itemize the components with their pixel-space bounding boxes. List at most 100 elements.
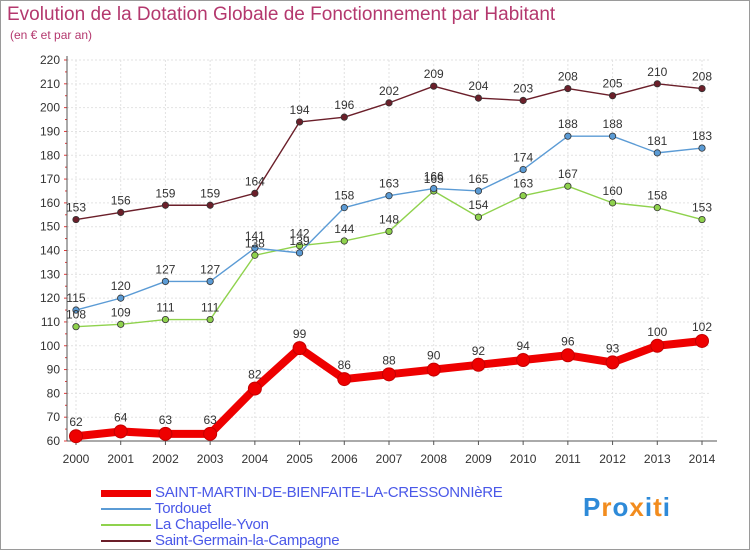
data-label: 183 — [692, 129, 712, 143]
data-label: 115 — [66, 291, 85, 305]
data-label: 160 — [603, 184, 623, 198]
data-label: 163 — [379, 177, 399, 191]
y-tick-label: 210 — [40, 77, 60, 91]
data-label: 209 — [424, 67, 444, 81]
x-tick-label: 2009 — [465, 452, 492, 466]
data-label: 208 — [692, 70, 712, 84]
data-label: 188 — [558, 117, 578, 131]
series-layer — [69, 80, 709, 444]
data-label: 166 — [424, 170, 444, 184]
y-tick-label: 60 — [47, 434, 61, 448]
data-point — [430, 82, 438, 90]
legend-label: Tordouet — [155, 500, 211, 517]
data-label: 141 — [245, 229, 265, 243]
logo-letter: t — [653, 492, 663, 522]
data-point — [564, 84, 572, 93]
data-label: 163 — [513, 177, 533, 191]
data-point — [382, 367, 396, 382]
data-point — [251, 189, 259, 197]
data-point — [653, 204, 661, 212]
data-label: 127 — [200, 262, 220, 276]
data-point — [519, 96, 527, 105]
y-tick-label: 220 — [40, 53, 60, 67]
data-point — [340, 237, 348, 245]
data-point — [161, 201, 170, 209]
y-tick-label: 150 — [40, 220, 60, 234]
y-tick-label: 130 — [40, 267, 60, 281]
logo-letter: r — [601, 492, 613, 522]
data-point — [471, 357, 486, 372]
y-tick-label: 200 — [40, 101, 60, 115]
data-label: 63 — [203, 413, 217, 427]
data-point — [72, 215, 80, 224]
data-label: 144 — [334, 222, 354, 236]
data-point — [72, 306, 80, 314]
y-tick-label: 190 — [40, 124, 60, 138]
data-label: 127 — [155, 262, 175, 276]
x-tick-label: 2003 — [197, 452, 224, 466]
data-label: 156 — [111, 193, 131, 207]
data-point — [608, 199, 617, 207]
data-point — [695, 333, 709, 348]
data-point — [161, 315, 170, 324]
data-label: 164 — [245, 174, 265, 188]
data-point — [251, 251, 259, 259]
data-label: 148 — [379, 212, 399, 226]
data-point — [519, 192, 527, 200]
x-tick-label: 2013 — [644, 452, 671, 466]
data-label: 202 — [379, 84, 399, 98]
data-point — [698, 144, 706, 152]
data-point — [206, 315, 214, 324]
legend-label: Saint-Germain-la-Campagne — [155, 532, 340, 549]
data-point — [474, 94, 483, 102]
data-point — [117, 320, 125, 328]
y-tick-label: 170 — [40, 172, 60, 186]
data-label: 92 — [472, 344, 486, 358]
y-tick-label: 80 — [47, 386, 61, 400]
y-tick-label: 90 — [47, 363, 61, 377]
data-point — [337, 372, 352, 387]
data-point — [295, 249, 304, 257]
data-label: 88 — [382, 353, 396, 367]
data-label: 208 — [558, 70, 578, 84]
data-label: 102 — [692, 320, 712, 334]
data-label: 142 — [290, 227, 310, 241]
data-point — [295, 242, 304, 250]
data-label: 167 — [558, 167, 578, 181]
data-label: 99 — [293, 327, 307, 341]
chart-title: Evolution de la Dotation Globale de Fonc… — [7, 4, 556, 25]
data-point — [426, 362, 441, 377]
data-point — [474, 213, 483, 221]
data-point — [519, 165, 527, 174]
data-labels: 153 156 159 159 164 194 196 202 209 204 203 208 205 2… — [66, 65, 712, 429]
data-point — [295, 118, 304, 126]
data-label: 120 — [111, 279, 131, 293]
data-point — [698, 215, 706, 224]
data-point — [206, 277, 214, 286]
data-point — [474, 187, 483, 195]
data-label: 111 — [156, 301, 175, 315]
data-label: 194 — [290, 103, 310, 117]
proxiti-logo: Proxiti — [583, 492, 671, 523]
data-label: 86 — [338, 358, 352, 372]
data-label: 165 — [468, 172, 488, 186]
data-point — [650, 338, 665, 353]
data-label: 196 — [334, 98, 354, 112]
y-tick-label: 120 — [40, 291, 60, 305]
legend-label: La Chapelle-Yvon — [155, 516, 269, 533]
x-tick-label: 2006 — [331, 452, 358, 466]
data-point — [69, 429, 83, 444]
x-tick-label: 2004 — [242, 452, 269, 466]
x-tick-label: 2010 — [510, 452, 537, 466]
x-tick-label: 2001 — [107, 452, 134, 466]
data-point — [113, 424, 128, 439]
data-label: 109 — [111, 305, 131, 319]
data-point — [564, 182, 572, 190]
data-label: 64 — [114, 410, 128, 424]
data-label: 90 — [427, 349, 441, 363]
data-label: 154 — [468, 198, 488, 212]
data-point — [72, 323, 80, 331]
data-label: 100 — [647, 325, 667, 339]
